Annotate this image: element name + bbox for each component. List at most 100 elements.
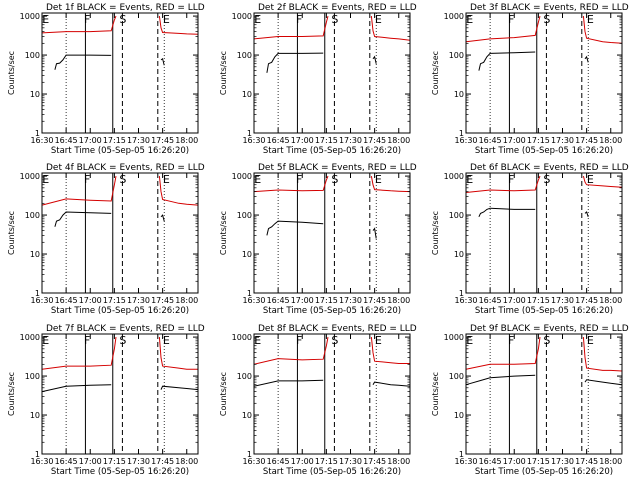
y-tick-label: 1000 — [20, 12, 40, 21]
series-line-events — [478, 207, 536, 218]
y-tick-label: 10 — [454, 90, 464, 99]
series-line-lld — [370, 176, 411, 193]
x-tick-label: 17:30 — [339, 296, 362, 305]
x-tick-label: 16:30 — [30, 457, 53, 466]
x-tick-label: 17:00 — [79, 296, 102, 305]
x-tick-label: 17:45 — [363, 136, 386, 145]
series-line-lld — [465, 175, 541, 193]
y-axis-label: Counts/sec — [219, 51, 228, 95]
series-line-lld — [41, 176, 117, 206]
series-line-lld — [253, 175, 329, 193]
y-axis-label: Counts/sec — [431, 372, 440, 416]
x-tick-label: 17:15 — [103, 457, 126, 466]
series-line-events — [584, 55, 589, 63]
y-axis-label: Counts/sec — [7, 51, 16, 95]
series-line-lld — [370, 16, 411, 41]
y-tick-label: 1 — [459, 129, 464, 138]
region-label: E — [254, 173, 261, 186]
region-label: E — [42, 334, 49, 347]
y-tick-label: 10 — [454, 250, 464, 259]
x-tick-label: 17:00 — [503, 296, 526, 305]
y-tick-label: 100 — [449, 211, 464, 220]
series-line-events — [372, 381, 411, 387]
series-line-lld — [370, 337, 410, 364]
chart-title: Det 1f BLACK = Events, RED = LLD — [46, 3, 205, 13]
x-tick-label: 16:45 — [479, 296, 502, 305]
series-line-lld — [465, 337, 541, 370]
x-tick-label: 17:15 — [527, 296, 550, 305]
x-tick-label: 18:00 — [175, 296, 198, 305]
x-axis-label: Start Time (05-Sep-05 16:26:20) — [475, 146, 613, 156]
x-tick-label: 17:15 — [527, 457, 550, 466]
series-line-events — [160, 385, 199, 391]
x-tick-label: 17:45 — [151, 296, 174, 305]
region-label: S — [119, 13, 126, 26]
y-tick-label: 1000 — [232, 12, 252, 21]
y-tick-label: 1 — [247, 289, 252, 298]
region-label: F — [84, 13, 90, 26]
chart-title: Det 5f BLACK = Events, RED = LLD — [258, 163, 417, 173]
y-axis-label: Counts/sec — [7, 211, 16, 255]
x-tick-label: 16:30 — [454, 457, 477, 466]
x-tick-label: 17:45 — [575, 457, 598, 466]
series-line-events — [41, 384, 112, 393]
y-tick-label: 100 — [25, 372, 40, 381]
series-line-events — [584, 211, 589, 217]
x-tick-label: 17:30 — [339, 457, 362, 466]
y-tick-label: 100 — [25, 51, 40, 60]
x-tick-label: 16:45 — [55, 457, 78, 466]
region-label: E — [587, 334, 594, 347]
x-tick-label: 17:45 — [363, 296, 386, 305]
x-tick-label: 17:45 — [363, 457, 386, 466]
plot-frame — [41, 172, 199, 294]
plot-frame — [465, 172, 623, 294]
plot-frame — [253, 172, 411, 294]
y-tick-label: 1 — [247, 129, 252, 138]
region-label: S — [119, 334, 126, 347]
series-line-events — [253, 379, 324, 387]
y-tick-label: 1000 — [444, 12, 464, 21]
x-tick-label: 17:30 — [127, 296, 150, 305]
x-tick-label: 16:45 — [55, 296, 78, 305]
plot-frame — [41, 333, 199, 455]
series-line-lld — [158, 16, 199, 35]
series-line-events — [372, 55, 377, 64]
x-tick-label: 16:30 — [30, 296, 53, 305]
x-tick-label: 16:30 — [454, 136, 477, 145]
x-tick-label: 17:00 — [79, 136, 102, 145]
series-line-events — [266, 52, 324, 73]
x-tick-label: 17:45 — [151, 136, 174, 145]
plot-frame — [465, 12, 623, 134]
series-line-events — [160, 57, 165, 66]
x-tick-label: 16:45 — [55, 136, 78, 145]
region-label: E — [254, 13, 261, 26]
x-tick-label: 18:00 — [387, 136, 410, 145]
region-label: F — [296, 13, 302, 26]
x-tick-label: 16:30 — [242, 136, 265, 145]
x-tick-label: 16:30 — [242, 457, 265, 466]
region-label: F — [84, 334, 90, 347]
y-tick-label: 10 — [242, 90, 252, 99]
y-axis-label: Counts/sec — [431, 51, 440, 95]
y-tick-label: 1 — [35, 450, 40, 459]
x-tick-label: 17:15 — [103, 296, 126, 305]
region-label: S — [543, 173, 550, 186]
y-tick-label: 10 — [242, 411, 252, 420]
x-tick-label: 17:45 — [575, 136, 598, 145]
y-axis-label: Counts/sec — [219, 211, 228, 255]
x-axis-label: Start Time (05-Sep-05 16:26:20) — [51, 306, 189, 316]
series-line-lld — [582, 337, 623, 372]
y-tick-label: 1000 — [232, 172, 252, 181]
x-axis-label: Start Time (05-Sep-05 16:26:20) — [51, 467, 189, 477]
chart-title: Det 2f BLACK = Events, RED = LLD — [258, 3, 417, 13]
x-tick-label: 16:30 — [454, 296, 477, 305]
y-tick-label: 1000 — [444, 333, 464, 342]
x-tick-label: 17:30 — [127, 136, 150, 145]
chart-title: Det 4f BLACK = Events, RED = LLD — [46, 163, 205, 173]
series-line-events — [266, 220, 324, 236]
